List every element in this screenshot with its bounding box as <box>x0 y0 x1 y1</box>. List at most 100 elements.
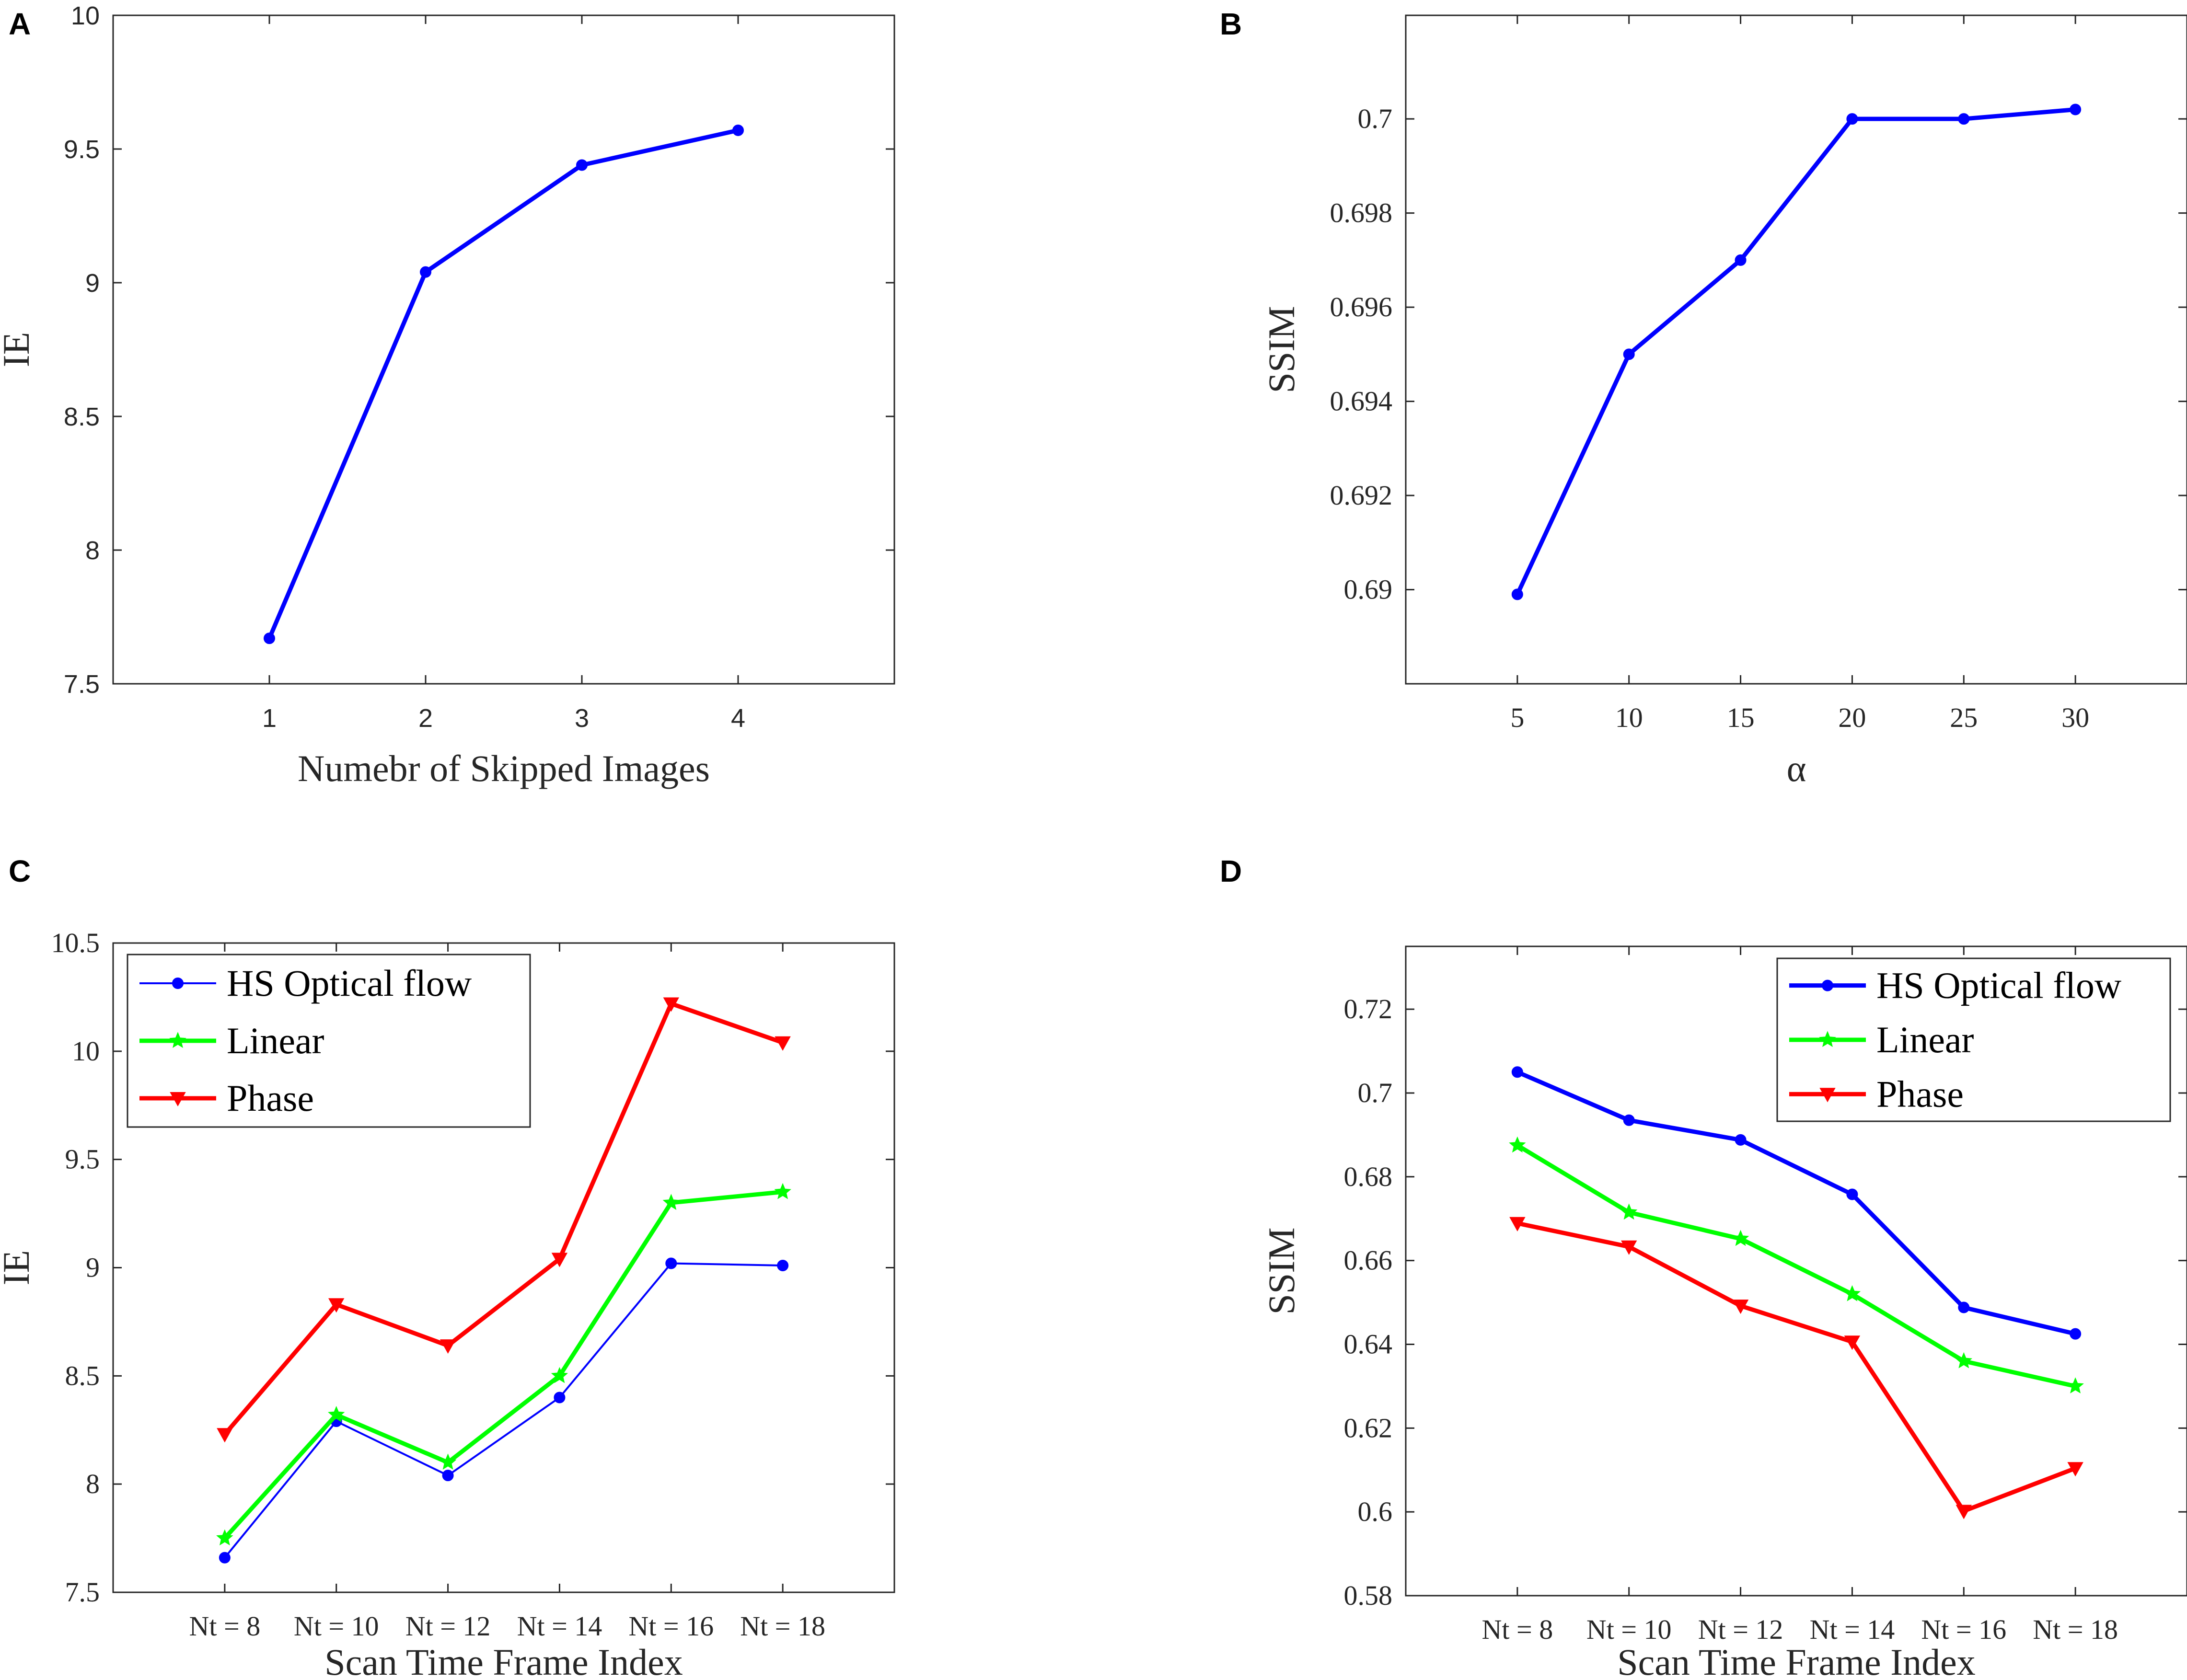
x-tick-label: Nt = 18 <box>2033 1614 2118 1645</box>
y-tick-label: 0.7 <box>1358 103 1393 134</box>
legend: HS Optical flow Linear Phase <box>127 954 531 1128</box>
data-point <box>1846 1188 1858 1200</box>
y-tick-label: 0.6 <box>1358 1496 1393 1527</box>
data-point <box>551 1253 568 1267</box>
y-axis-title: IE <box>0 1250 37 1286</box>
y-axis-title: IE <box>0 332 37 368</box>
y-tick-label: 10.5 <box>51 927 100 958</box>
series-hs-optical-flow <box>1511 1066 2082 1340</box>
x-tick-label: Nt = 12 <box>405 1611 491 1642</box>
data-point <box>775 1036 791 1051</box>
panel-a: A 1 2 3 4 7.5 8 8.5 9 9.5 10 Numebr of Skipped Imag… <box>0 1 895 789</box>
data-point <box>551 1367 568 1383</box>
legend-label: Linear <box>1876 1019 1974 1060</box>
x-tick-label: Nt = 18 <box>740 1611 825 1642</box>
x-tick-label: 30 <box>2061 702 2089 733</box>
x-tick-label: Nt = 14 <box>517 1611 602 1642</box>
series-linear <box>216 1183 791 1546</box>
data-point <box>1846 113 1858 125</box>
y-tick-label: 0.692 <box>1330 480 1393 511</box>
y-tick-label: 9 <box>85 269 100 298</box>
series-phase <box>1509 1217 2083 1519</box>
y-tick-label: 9.5 <box>64 135 100 164</box>
data-point <box>2070 1328 2082 1340</box>
data-point <box>1511 1066 1523 1078</box>
panel-letter: D <box>1220 854 1242 888</box>
data-point <box>1620 1203 1638 1220</box>
data-point <box>442 1470 454 1482</box>
y-tick-label: 0.694 <box>1330 386 1393 417</box>
data-point <box>420 266 431 278</box>
series-main <box>264 124 744 644</box>
axes-box <box>1405 945 2187 1597</box>
series-main <box>1511 104 2082 600</box>
data-point <box>216 1529 233 1546</box>
axes-box <box>112 14 895 685</box>
series-line <box>1515 107 2078 597</box>
data-point <box>2067 1377 2084 1393</box>
series-line <box>222 1001 785 1437</box>
data-point <box>1623 1114 1635 1126</box>
data-point <box>732 124 744 136</box>
y-axis-title: SSIM <box>1261 306 1302 393</box>
x-tick-label: Nt = 14 <box>1810 1614 1895 1645</box>
y-axis-title: SSIM <box>1261 1227 1302 1314</box>
legend-label: HS Optical flow <box>1876 965 2121 1006</box>
data-point <box>663 997 679 1012</box>
x-axis-title: Scan Time Frame Index <box>1617 1641 1975 1680</box>
legend-marker <box>1822 979 1833 991</box>
data-point <box>219 1552 231 1564</box>
x-axis-title: Scan Time Frame Index <box>324 1641 683 1680</box>
data-point <box>264 633 275 644</box>
axes-box <box>1405 14 2187 685</box>
panel-d: D Nt = 8 Nt = 10 Nt = 12 Nt = 14 Nt = 16 Nt = … <box>1220 854 2187 1680</box>
data-point <box>777 1259 789 1271</box>
x-axis-title: α <box>1787 748 1806 789</box>
data-point <box>665 1257 677 1269</box>
y-tick-label: 0.66 <box>1344 1245 1393 1276</box>
y-tick-label: 0.7 <box>1358 1077 1393 1108</box>
x-tick-label: 20 <box>1838 702 1866 733</box>
x-tick-label: 2 <box>418 704 433 733</box>
y-tick-label: 8 <box>85 536 100 565</box>
legend-marker <box>1819 1088 1836 1103</box>
y-tick-label: 0.68 <box>1344 1161 1393 1192</box>
y-tick-label: 0.64 <box>1344 1328 1393 1359</box>
y-tick-label: 0.58 <box>1344 1580 1393 1611</box>
panel-letter: C <box>9 854 31 888</box>
series-line <box>1515 1143 2078 1389</box>
y-tick-label: 10 <box>72 1036 100 1067</box>
data-point <box>1509 1217 1526 1231</box>
y-tick-label: 0.69 <box>1344 574 1393 605</box>
y-tick-label: 0.696 <box>1330 291 1393 322</box>
x-tick-label: 5 <box>1510 702 1524 733</box>
legend: HS Optical flow Linear Phase <box>1776 957 2171 1122</box>
x-tick-label: 4 <box>731 704 745 733</box>
panel-c: C Nt = 8 Nt = 10 Nt = 12 Nt = 14 Nt = 16 Nt = … <box>0 854 895 1680</box>
y-tick-label: 7.5 <box>64 670 100 699</box>
series-line <box>1515 1070 2078 1336</box>
data-point <box>1843 1285 1861 1301</box>
series-phase <box>217 997 791 1443</box>
x-tick-label: Nt = 16 <box>1921 1614 2006 1645</box>
x-tick-label: 25 <box>1950 702 1978 733</box>
data-point <box>1511 588 1523 600</box>
data-point <box>662 1194 680 1210</box>
x-tick-label: Nt = 16 <box>628 1611 714 1642</box>
data-point <box>1735 1134 1747 1146</box>
data-point <box>328 1298 345 1313</box>
x-tick-label: Nt = 8 <box>1481 1614 1553 1645</box>
y-tick-label: 8 <box>86 1468 100 1499</box>
x-tick-label: 3 <box>575 704 589 733</box>
legend-marker <box>172 978 184 989</box>
data-point <box>554 1392 566 1404</box>
legend-label: HS Optical flow <box>227 962 472 1004</box>
data-point <box>1621 1240 1637 1255</box>
data-point <box>1844 1335 1861 1350</box>
y-tick-label: 8.5 <box>65 1360 100 1391</box>
y-tick-label: 0.62 <box>1344 1412 1393 1443</box>
data-point <box>440 1339 456 1354</box>
data-point <box>1732 1300 1749 1314</box>
x-axis-title: Numebr of Skipped Images <box>298 748 710 789</box>
